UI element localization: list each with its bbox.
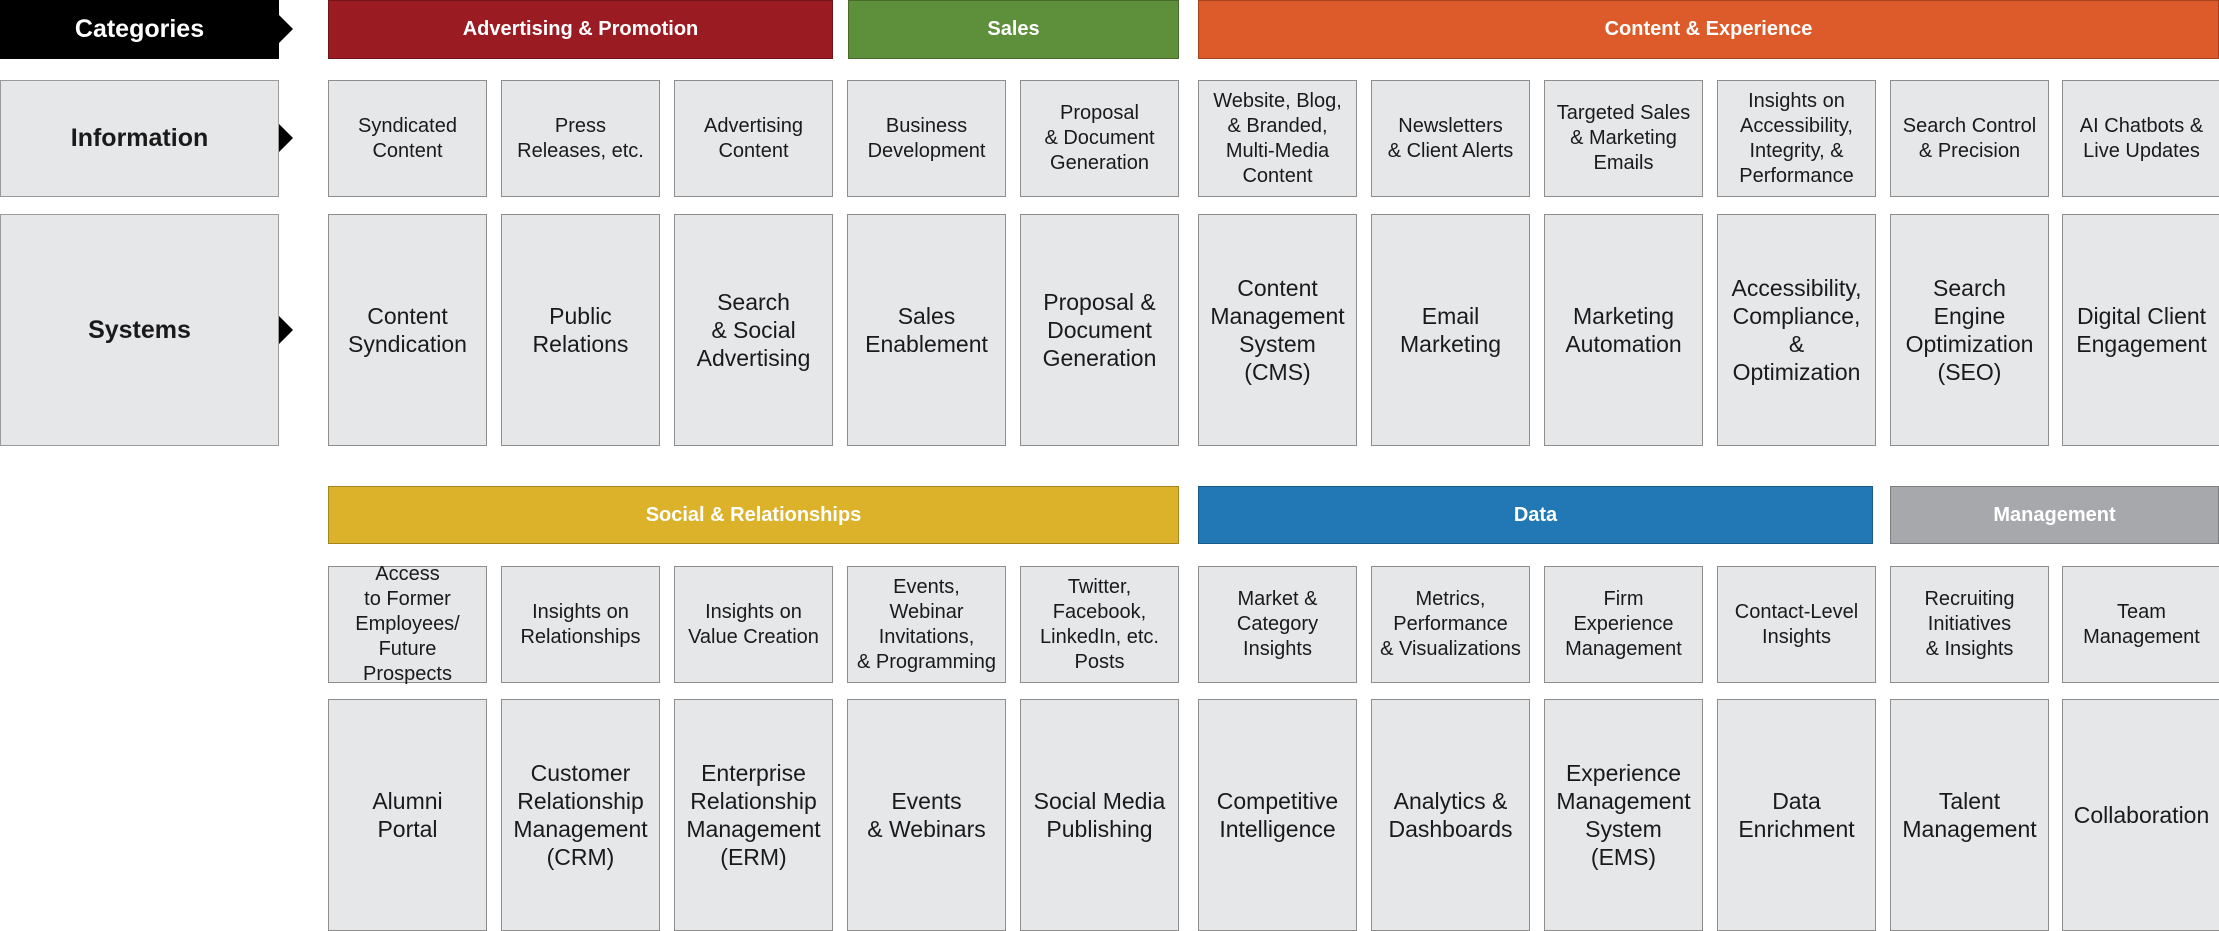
system-cell: Collaboration: [2062, 699, 2219, 931]
information-cell: Firm Experience Management: [1544, 566, 1703, 683]
information-cell: Twitter, Facebook, LinkedIn, etc. Posts: [1020, 566, 1179, 683]
information-cell: Recruiting Initiatives & Insights: [1890, 566, 2049, 683]
information-cell: Insights on Value Creation: [674, 566, 833, 683]
system-cell: Accessibility, Compliance, & Optimizatio…: [1717, 214, 1876, 446]
banner-sales: Sales: [848, 0, 1179, 59]
information-cell: Website, Blog, & Branded, Multi-Media Co…: [1198, 80, 1357, 197]
information-cell: Syndicated Content: [328, 80, 487, 197]
information-cell: Team Management: [2062, 566, 2219, 683]
system-cell: Social Media Publishing: [1020, 699, 1179, 931]
information-cell: Search Control & Precision: [1890, 80, 2049, 197]
banner-data: Data: [1198, 486, 1873, 544]
information-cell: Press Releases, etc.: [501, 80, 660, 197]
information-cell: Targeted Sales & Marketing Emails: [1544, 80, 1703, 197]
information-cell: Insights on Accessibility, Integrity, & …: [1717, 80, 1876, 197]
system-cell: Marketing Automation: [1544, 214, 1703, 446]
system-cell: Sales Enablement: [847, 214, 1006, 446]
information-cell: Access to Former Employees/ Future Prosp…: [328, 563, 487, 685]
system-cell: Events & Webinars: [847, 699, 1006, 931]
system-cell: Search Engine Optimization (SEO): [1890, 214, 2049, 446]
system-cell: Search & Social Advertising: [674, 214, 833, 446]
system-cell: Email Marketing: [1371, 214, 1530, 446]
categories-label: Categories: [0, 0, 279, 59]
system-cell: Content Management System (CMS): [1198, 214, 1357, 446]
system-cell: Competitive Intelligence: [1198, 699, 1357, 931]
system-cell: Digital Client Engagement: [2062, 214, 2219, 446]
banner-advertising-promotion: Advertising & Promotion: [328, 0, 833, 59]
information-cell: Proposal & Document Generation: [1020, 80, 1179, 197]
system-cell: Public Relations: [501, 214, 660, 446]
system-cell: Alumni Portal: [328, 699, 487, 931]
information-cell: AI Chatbots & Live Updates: [2062, 80, 2219, 197]
information-cell: Insights on Relationships: [501, 566, 660, 683]
information-arrow-icon: [279, 124, 293, 152]
banner-social-relationships: Social & Relationships: [328, 486, 1179, 544]
systems-label: Systems: [0, 214, 279, 446]
information-label: Information: [0, 80, 279, 197]
information-cell: Market & Category Insights: [1198, 566, 1357, 683]
system-cell: Customer Relationship Management (CRM): [501, 699, 660, 931]
system-cell: Content Syndication: [328, 214, 487, 446]
system-cell: Talent Management: [1890, 699, 2049, 931]
system-cell: Data Enrichment: [1717, 699, 1876, 931]
information-cell: Business Development: [847, 80, 1006, 197]
information-cell: Contact-Level Insights: [1717, 566, 1876, 683]
system-cell: Experience Management System (EMS): [1544, 699, 1703, 931]
system-cell: Analytics & Dashboards: [1371, 699, 1530, 931]
information-cell: Metrics, Performance & Visualizations: [1371, 566, 1530, 683]
information-cell: Advertising Content: [674, 80, 833, 197]
system-cell: Proposal & Document Generation: [1020, 214, 1179, 446]
systems-arrow-icon: [279, 316, 293, 344]
banner-content-experience: Content & Experience: [1198, 0, 2219, 59]
system-cell: Enterprise Relationship Management (ERM): [674, 699, 833, 931]
information-cell: Newsletters & Client Alerts: [1371, 80, 1530, 197]
banner-management: Management: [1890, 486, 2219, 544]
categories-arrow-icon: [279, 15, 293, 43]
information-cell: Events, Webinar Invitations, & Programmi…: [847, 566, 1006, 683]
